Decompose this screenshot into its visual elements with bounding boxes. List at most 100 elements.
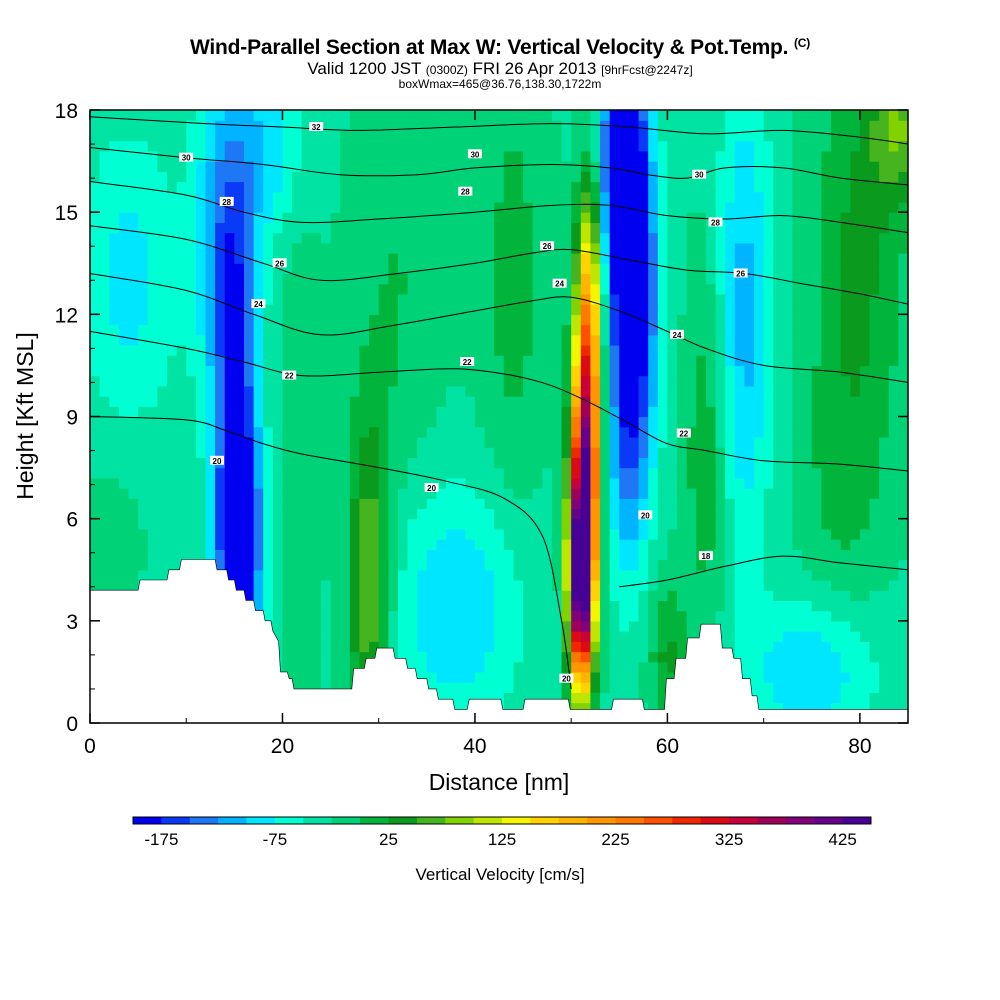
velocity-cell <box>369 385 380 397</box>
velocity-cell <box>263 283 274 295</box>
velocity-cell <box>638 590 649 601</box>
velocity-cell <box>686 426 697 438</box>
velocity-cell <box>369 181 380 193</box>
velocity-cell <box>147 375 158 387</box>
velocity-cell <box>859 569 871 581</box>
velocity-cell <box>224 273 235 285</box>
velocity-cell <box>176 314 187 326</box>
velocity-cell <box>628 631 640 642</box>
velocity-cell <box>744 457 755 469</box>
velocity-cell <box>513 232 524 244</box>
velocity-cell <box>455 528 466 540</box>
velocity-cell <box>754 201 765 213</box>
velocity-cell <box>426 406 438 418</box>
velocity-cell <box>840 150 851 162</box>
velocity-cell <box>426 263 438 275</box>
velocity-cell <box>523 426 534 438</box>
velocity-cell <box>715 201 726 213</box>
velocity-cell <box>157 222 168 234</box>
velocity-cell <box>571 467 582 479</box>
velocity-cell <box>580 641 592 653</box>
velocity-cell <box>234 232 245 244</box>
velocity-cell <box>725 406 736 418</box>
velocity-cell <box>600 181 611 193</box>
velocity-cell <box>667 365 678 377</box>
velocity-cell <box>407 477 418 489</box>
velocity-cell <box>705 365 717 377</box>
velocity-cell <box>311 671 322 683</box>
velocity-cell <box>869 671 880 683</box>
velocity-cell <box>205 293 216 305</box>
velocity-cell <box>455 232 466 244</box>
velocity-cell <box>455 590 466 601</box>
velocity-cell <box>234 488 245 499</box>
velocity-cell <box>532 304 543 315</box>
velocity-cell <box>503 375 515 387</box>
velocity-cell <box>532 631 543 642</box>
velocity-cell <box>446 426 457 438</box>
velocity-cell <box>705 263 717 275</box>
velocity-cell <box>532 641 543 653</box>
velocity-cell <box>513 273 524 285</box>
velocity-cell <box>580 344 592 356</box>
velocity-cell <box>888 416 899 428</box>
velocity-cell <box>455 569 466 581</box>
velocity-cell <box>898 324 908 336</box>
velocity-cell <box>224 488 235 499</box>
velocity-cell <box>754 651 765 663</box>
velocity-cell <box>744 528 755 540</box>
velocity-cell <box>417 631 428 642</box>
velocity-cell <box>763 201 774 213</box>
velocity-cell <box>109 120 120 132</box>
velocity-cell <box>292 140 303 152</box>
velocity-cell <box>243 385 255 397</box>
velocity-cell <box>301 620 312 632</box>
velocity-cell <box>667 539 678 550</box>
velocity-cell <box>484 253 495 264</box>
velocity-cell <box>446 314 457 326</box>
velocity-cell <box>205 385 216 397</box>
velocity-cell <box>715 518 726 530</box>
velocity-cell <box>523 528 534 540</box>
velocity-cell <box>407 324 418 336</box>
velocity-cell <box>484 539 495 550</box>
velocity-cell <box>503 161 515 172</box>
velocity-cell <box>311 293 322 305</box>
velocity-cell <box>330 375 341 387</box>
velocity-cell <box>609 181 620 193</box>
velocity-cell <box>850 620 861 632</box>
velocity-cell <box>138 355 149 367</box>
velocity-cell <box>840 436 851 448</box>
velocity-cell <box>648 314 659 326</box>
velocity-cell <box>426 518 438 530</box>
velocity-cell <box>301 120 312 132</box>
velocity-cell <box>571 569 582 581</box>
velocity-cell <box>532 528 543 540</box>
velocity-cell <box>888 334 899 346</box>
velocity-cell <box>166 498 178 510</box>
velocity-cell <box>523 385 534 397</box>
velocity-cell <box>657 150 669 162</box>
velocity-cell <box>455 324 466 336</box>
velocity-cell <box>657 671 669 683</box>
velocity-cell <box>773 242 784 254</box>
velocity-cell <box>157 181 168 193</box>
velocity-cell <box>754 498 765 510</box>
velocity-cell <box>850 130 861 142</box>
velocity-cell <box>417 498 428 510</box>
velocity-cell <box>243 355 255 367</box>
velocity-cell <box>426 161 438 172</box>
velocity-cell <box>523 651 534 663</box>
velocity-cell <box>282 436 293 448</box>
velocity-cell <box>272 579 284 591</box>
velocity-cell <box>609 426 620 438</box>
velocity-cell <box>176 365 187 377</box>
velocity-cell <box>831 201 842 213</box>
velocity-cell <box>840 273 851 285</box>
velocity-cell <box>715 385 726 397</box>
velocity-cell <box>590 314 601 326</box>
velocity-cell <box>850 375 861 387</box>
velocity-cell <box>436 569 447 581</box>
velocity-cell <box>378 171 389 183</box>
velocity-cell <box>821 212 832 223</box>
